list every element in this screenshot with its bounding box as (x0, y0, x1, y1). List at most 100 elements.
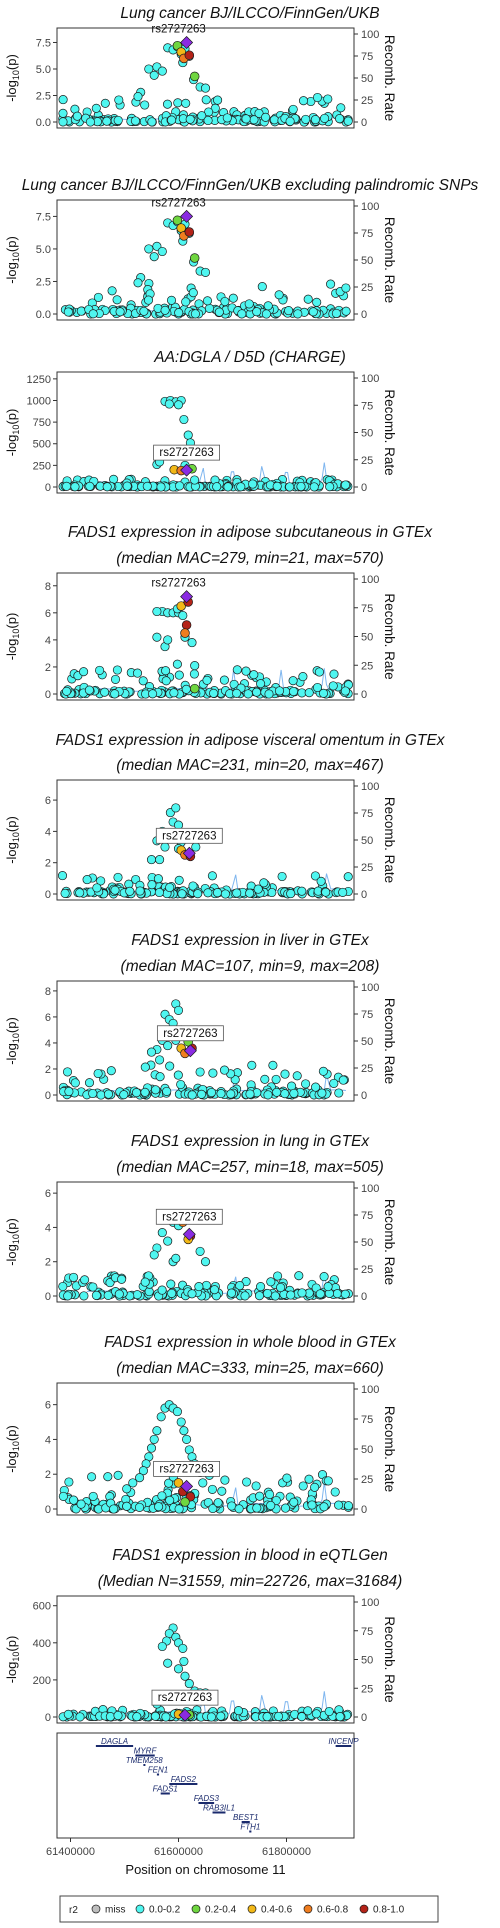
snp-point (160, 305, 170, 315)
snp-point (326, 279, 336, 289)
snp-point (301, 114, 311, 124)
snp-point (235, 1281, 245, 1291)
y-tick-label: 500 (33, 439, 51, 451)
snp-point-peak (178, 1643, 188, 1653)
snp-point (58, 95, 68, 105)
snp-points (58, 40, 353, 127)
snp-point (270, 1291, 280, 1301)
snp-point (58, 117, 68, 127)
snp-point-peak (171, 1253, 181, 1263)
snp-point (273, 1711, 284, 1721)
snp-point (209, 1285, 220, 1295)
snp-point (261, 309, 271, 319)
y-tick-label: 4 (45, 1038, 51, 1050)
lead-snp-marker (178, 1708, 192, 1722)
snp-point (207, 1484, 217, 1494)
snp-point (88, 1088, 98, 1099)
snp-point (340, 480, 351, 490)
snp-point (285, 482, 295, 492)
snp-point (187, 1090, 197, 1100)
snp-point (297, 1712, 307, 1722)
snp-point (266, 1500, 276, 1511)
snp-point (132, 668, 143, 678)
snp-point (219, 675, 229, 685)
snp-point (264, 689, 274, 699)
snp-point (155, 1072, 165, 1082)
snp-point (63, 307, 73, 317)
snp-point-peak (163, 1236, 173, 1246)
snp-point (125, 886, 135, 896)
snp-point (243, 689, 253, 699)
snp-point (245, 1089, 255, 1099)
snp-point (181, 297, 191, 307)
y-axis-label-p: (p) (4, 54, 19, 70)
snp-point (165, 882, 175, 893)
snp-point (311, 1709, 321, 1719)
snp-point (70, 1078, 80, 1088)
y-axis-label-p: (p) (4, 1218, 19, 1234)
snp-point (263, 301, 273, 311)
snp-point (162, 99, 173, 109)
snp-point (319, 1502, 329, 1512)
panel-title: FADS1 expression in blood in eQTLGen (112, 1547, 387, 1564)
snp-point (222, 113, 232, 123)
snp-point-peak (183, 430, 193, 440)
panel-title: FADS1 expression in liver in GTEx (131, 932, 370, 949)
snp-point-peak (163, 635, 173, 645)
snp-points (59, 597, 354, 699)
snp-point (241, 114, 251, 124)
snp-point-ld (173, 1478, 184, 1488)
snp-point (140, 1277, 150, 1287)
snp-point (272, 481, 282, 491)
y-axis-label-sub: 10 (11, 425, 21, 435)
snp-point (203, 115, 213, 126)
y-axis-label: -log10(p) (4, 54, 21, 102)
snp-point (79, 667, 89, 677)
snp-point (237, 309, 247, 319)
y-tick-label: 0.0 (36, 117, 51, 129)
snp-point (203, 1497, 213, 1508)
y2-tick-label: 50 (361, 835, 373, 847)
snp-point-peak (160, 842, 170, 852)
snp-point (103, 1472, 113, 1482)
snp-point (175, 481, 185, 491)
snp-point (87, 1472, 97, 1482)
snp-point-ld (189, 71, 200, 82)
snp-point-peak (157, 1228, 167, 1238)
panel-title: FADS1 expression in adipose subcutaneous… (68, 524, 433, 541)
snp-point (216, 1711, 226, 1721)
snp-point (103, 1089, 114, 1099)
y-tick-label: 1250 (27, 374, 51, 386)
y-tick-label: 2 (45, 1064, 51, 1076)
snp-point (253, 884, 263, 894)
snp-point (308, 307, 318, 317)
snp-point (88, 1491, 98, 1501)
snp-point (105, 1712, 115, 1722)
snp-point (323, 1282, 333, 1292)
y2-tick-label: 75 (361, 400, 373, 412)
snp-point-ld (189, 683, 200, 694)
y-tick-label: 400 (33, 1638, 51, 1650)
snp-point (220, 1475, 230, 1485)
y2-axis-label: Recomb. Rate (382, 797, 397, 883)
y2-tick-label: 25 (361, 862, 373, 874)
snp-point (216, 1089, 226, 1099)
y2-tick-label: 75 (361, 1414, 373, 1426)
snp-point (257, 282, 267, 292)
snp-point-peak (152, 632, 162, 642)
snp-point-peak (171, 803, 181, 813)
y2-tick-label: 0 (361, 1090, 367, 1102)
snp-points (60, 215, 351, 319)
snp-point (232, 665, 242, 675)
y-axis-label: -log10(p) (4, 1017, 21, 1065)
panel-subtitle: (median MAC=231, min=20, max=467) (116, 757, 384, 774)
snp-point (263, 1090, 273, 1100)
snp-point-peak (178, 610, 188, 621)
snp-point (201, 95, 211, 105)
panel-6: FADS1 expression in liver in GTEx (median… (4, 932, 397, 1102)
snp-point (194, 1282, 204, 1292)
snp-point (272, 1087, 282, 1097)
snp-point (132, 1712, 142, 1722)
snp-point (119, 1090, 129, 1100)
snp-point (142, 481, 152, 491)
